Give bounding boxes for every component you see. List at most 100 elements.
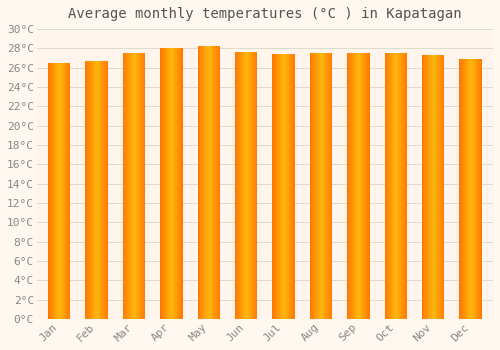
Bar <box>136 53 137 319</box>
Bar <box>239 52 240 319</box>
Bar <box>402 53 403 319</box>
Bar <box>463 59 464 319</box>
Bar <box>394 53 395 319</box>
Bar <box>283 54 284 319</box>
Bar <box>90 61 91 319</box>
Bar <box>323 53 324 319</box>
Bar <box>362 53 363 319</box>
Bar <box>359 53 360 319</box>
Bar <box>427 55 428 319</box>
Bar <box>278 54 279 319</box>
Bar <box>318 53 319 319</box>
Bar <box>440 55 441 319</box>
Bar <box>219 47 220 319</box>
Bar <box>105 61 106 319</box>
Bar <box>144 53 145 319</box>
Bar <box>355 53 356 319</box>
Bar <box>469 59 470 319</box>
Bar <box>317 53 318 319</box>
Bar <box>364 53 365 319</box>
Bar <box>125 53 126 319</box>
Bar <box>171 48 172 319</box>
Bar <box>133 53 134 319</box>
Bar <box>331 53 332 319</box>
Bar <box>384 53 385 319</box>
Bar <box>462 59 463 319</box>
Bar <box>438 55 439 319</box>
Bar <box>66 63 67 319</box>
Bar <box>57 63 58 319</box>
Bar <box>127 53 128 319</box>
Bar <box>204 47 205 319</box>
Bar <box>466 59 467 319</box>
Bar <box>353 53 354 319</box>
Bar <box>365 53 366 319</box>
Bar <box>319 53 320 319</box>
Bar <box>276 54 277 319</box>
Bar <box>48 63 49 319</box>
Bar <box>293 54 294 319</box>
Bar <box>475 59 476 319</box>
Bar <box>472 59 473 319</box>
Bar <box>214 47 215 319</box>
Bar <box>198 47 199 319</box>
Bar <box>290 54 291 319</box>
Bar <box>53 63 54 319</box>
Bar <box>209 47 210 319</box>
Bar <box>329 53 330 319</box>
Bar <box>254 52 255 319</box>
Bar <box>363 53 364 319</box>
Bar <box>467 59 468 319</box>
Bar <box>95 61 96 319</box>
Bar <box>138 53 139 319</box>
Bar <box>470 59 471 319</box>
Bar <box>210 47 211 319</box>
Bar <box>405 53 406 319</box>
Bar <box>422 55 423 319</box>
Bar <box>50 63 51 319</box>
Bar <box>87 61 88 319</box>
Bar <box>294 54 295 319</box>
Bar <box>173 48 174 319</box>
Bar <box>442 55 444 319</box>
Bar <box>390 53 391 319</box>
Bar <box>106 61 107 319</box>
Bar <box>354 53 355 319</box>
Bar <box>101 61 102 319</box>
Bar <box>401 53 402 319</box>
Bar <box>174 48 176 319</box>
Bar <box>142 53 143 319</box>
Bar <box>179 48 180 319</box>
Bar <box>388 53 389 319</box>
Bar <box>205 47 206 319</box>
Bar <box>403 53 404 319</box>
Bar <box>464 59 465 319</box>
Bar <box>399 53 400 319</box>
Bar <box>274 54 275 319</box>
Bar <box>132 53 133 319</box>
Bar <box>398 53 399 319</box>
Bar <box>245 52 246 319</box>
Bar <box>367 53 368 319</box>
Bar <box>218 47 219 319</box>
Bar <box>250 52 251 319</box>
Bar <box>314 53 315 319</box>
Bar <box>397 53 398 319</box>
Bar <box>286 54 287 319</box>
Bar <box>216 47 217 319</box>
Bar <box>385 53 386 319</box>
Bar <box>169 48 170 319</box>
Bar <box>201 47 202 319</box>
Bar <box>126 53 127 319</box>
Bar <box>58 63 59 319</box>
Bar <box>199 47 200 319</box>
Bar <box>168 48 169 319</box>
Bar <box>62 63 63 319</box>
Bar <box>292 54 293 319</box>
Bar <box>272 54 273 319</box>
Bar <box>437 55 438 319</box>
Bar <box>164 48 165 319</box>
Bar <box>217 47 218 319</box>
Bar <box>328 53 329 319</box>
Bar <box>387 53 388 319</box>
